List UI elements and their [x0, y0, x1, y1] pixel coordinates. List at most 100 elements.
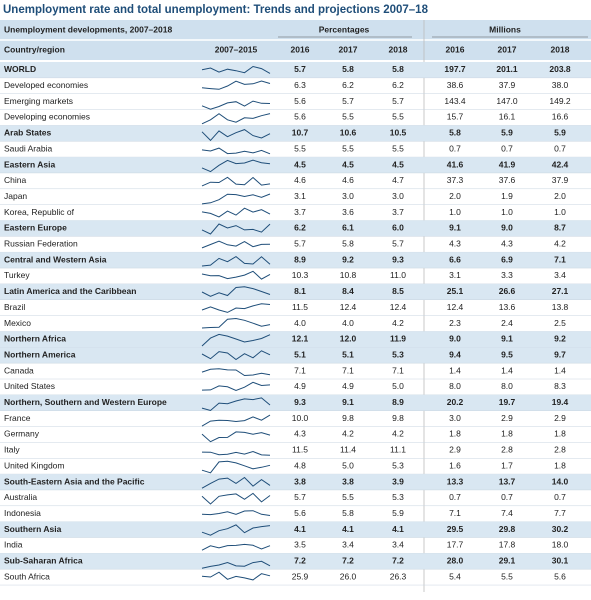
column-header: 2017: [498, 44, 517, 54]
row-label: India: [4, 540, 23, 550]
sparkline: [201, 414, 271, 427]
cell-value: 13.8: [552, 302, 569, 312]
row-label: Australia: [4, 492, 37, 502]
row-label: Korea, Republic of: [4, 207, 75, 217]
cell-value: 5.9: [392, 508, 404, 518]
cell-value: 37.6: [499, 175, 516, 185]
cell-value: 2.5: [554, 318, 566, 328]
column-header: 2007–2015: [215, 44, 258, 54]
percentages-label: Percentages: [319, 24, 370, 34]
sparkline: [201, 450, 271, 456]
cell-value: 3.3: [501, 270, 513, 280]
cell-value: 8.7: [554, 223, 566, 233]
cell-value: 9.8: [392, 413, 404, 423]
cell-value: 11.5: [292, 445, 308, 455]
sparkline: [201, 80, 271, 90]
cell-value: 10.8: [340, 270, 357, 280]
cell-value: 4.1: [392, 524, 404, 534]
sparkline: [201, 524, 271, 536]
sparkline: [201, 350, 271, 361]
row-label: China: [4, 175, 26, 185]
row-highlight: [0, 553, 591, 570]
cell-value: 9.5: [501, 349, 513, 359]
cell-value: 4.5: [342, 159, 354, 169]
row-highlight: [0, 125, 591, 142]
cell-value: 3.1: [294, 191, 306, 201]
cell-value: 2.3: [449, 318, 461, 328]
cell-value: 2.0: [554, 191, 566, 201]
cell-value: 4.6: [342, 175, 354, 185]
cell-value: 10.3: [292, 270, 309, 280]
cell-value: 6.2: [342, 80, 354, 90]
sparkline: [201, 333, 271, 347]
cell-value: 149.2: [549, 96, 571, 106]
cell-value: 17.7: [447, 540, 464, 550]
column-header: 2016: [291, 44, 310, 54]
cell-value: 4.1: [342, 524, 354, 534]
sparkline: [201, 510, 271, 516]
cell-value: 10.0: [292, 413, 309, 423]
row-label: Central and Western Asia: [4, 254, 107, 264]
cell-value: 6.2: [294, 223, 306, 233]
cell-value: 5.8: [449, 128, 461, 138]
row-label: Arab States: [4, 128, 52, 138]
cell-value: 4.0: [342, 318, 354, 328]
cell-value: 5.8: [392, 64, 404, 74]
cell-value: 1.0: [449, 207, 461, 217]
cell-value: 1.4: [554, 365, 566, 375]
sparkline: [201, 317, 271, 329]
cell-value: 5.5: [501, 571, 513, 581]
millions-label: Millions: [489, 24, 521, 34]
sparkline: [201, 159, 271, 173]
cell-value: 9.0: [501, 223, 513, 233]
sparkline: [201, 223, 271, 235]
cell-value: 2.0: [449, 191, 461, 201]
cell-value: 5.1: [294, 349, 306, 359]
cell-value: 5.6: [294, 96, 306, 106]
cell-value: 9.8: [342, 413, 354, 423]
row-highlight: [0, 252, 591, 269]
cell-value: 2.8: [554, 445, 566, 455]
row-label: Developing economies: [4, 112, 90, 122]
cell-value: 3.9: [392, 476, 404, 486]
row-label: United States: [4, 381, 55, 391]
cell-value: 8.5: [392, 286, 404, 296]
cell-value: 10.7: [292, 128, 309, 138]
cell-value: 5.5: [392, 112, 404, 122]
sparkline: [201, 100, 271, 110]
cell-value: 38.0: [552, 80, 569, 90]
cell-value: 0.7: [449, 143, 461, 153]
cell-value: 9.4: [449, 349, 461, 359]
row-label: Mexico: [4, 318, 31, 328]
cell-value: 11.4: [340, 445, 356, 455]
cell-value: 9.1: [501, 334, 513, 344]
cell-value: 8.3: [554, 381, 566, 391]
cell-value: 11.9: [390, 334, 406, 344]
cell-value: 5.6: [554, 571, 566, 581]
cell-value: 13.3: [447, 476, 464, 486]
cell-value: 2.8: [501, 445, 513, 455]
cell-value: 5.3: [392, 460, 404, 470]
cell-value: 6.2: [392, 80, 404, 90]
row-label: Russian Federation: [4, 239, 78, 249]
row-label: Eastern Europe: [4, 223, 67, 233]
cell-value: 10.5: [390, 128, 407, 138]
row-label: Japan: [4, 191, 27, 201]
cell-value: 8.1: [294, 286, 306, 296]
cell-value: 6.0: [392, 223, 404, 233]
sparkline: [201, 381, 271, 392]
cell-value: 2.9: [554, 413, 566, 423]
row-label: Italy: [4, 445, 20, 455]
sparkline: [201, 207, 271, 218]
sparkline: [201, 571, 271, 581]
row-highlight: [0, 331, 591, 348]
cell-value: 5.5: [342, 143, 354, 153]
sparkline: [201, 113, 271, 125]
cell-value: 2.9: [501, 413, 513, 423]
cell-value: 5.7: [294, 64, 306, 74]
cell-value: 9.1: [342, 397, 354, 407]
row-highlight: [0, 347, 591, 364]
cell-value: 3.6: [342, 207, 354, 217]
row-label: Saudi Arabia: [4, 143, 52, 153]
